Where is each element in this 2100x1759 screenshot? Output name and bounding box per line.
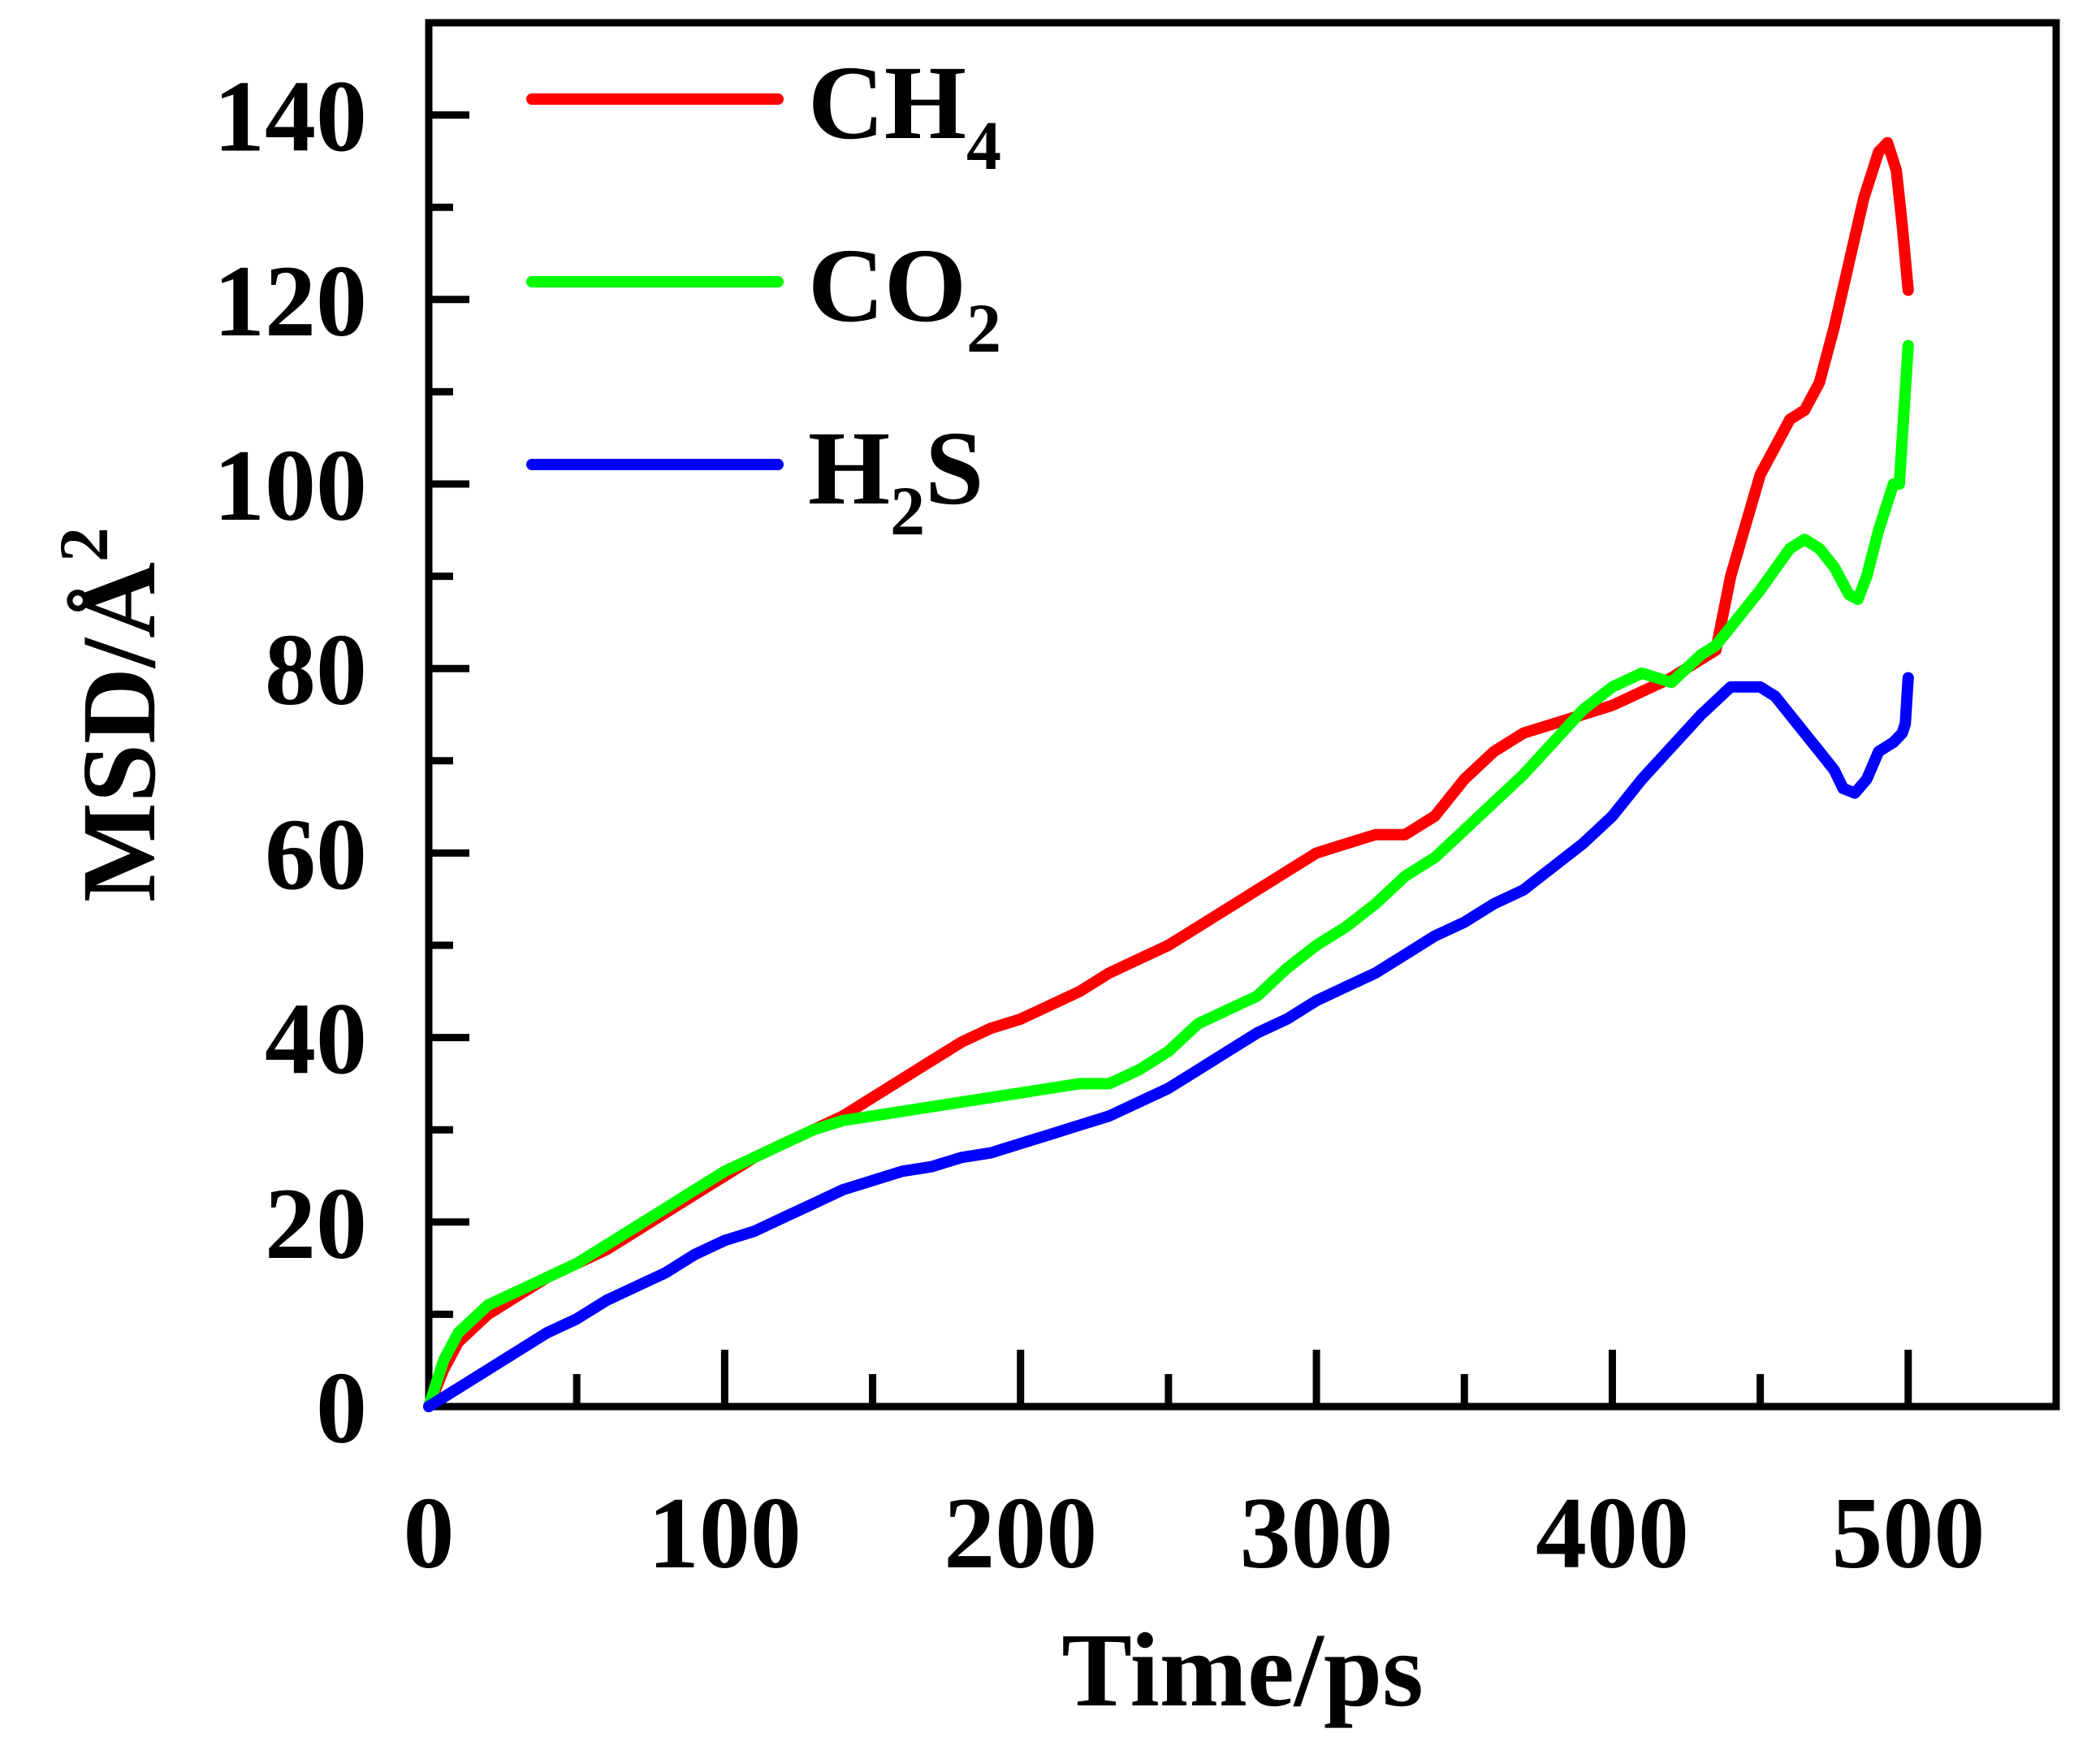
y-tick-label: 120	[214, 245, 367, 358]
y-tick-label: 20	[265, 1168, 367, 1281]
legend-label-base: CH	[808, 45, 966, 162]
y-axis-label-text: MSD/Å	[61, 562, 178, 902]
legend-label-subscript: 2	[966, 289, 1001, 367]
x-tick-label: 400	[1536, 1477, 1689, 1590]
series-line-co2	[423, 339, 1914, 1412]
y-tick-label: 80	[265, 614, 367, 727]
x-tick-label: 100	[648, 1477, 802, 1590]
x-axis-label: Time/ps	[1061, 1612, 1423, 1729]
minor-ticks	[429, 203, 1765, 1407]
legend-label-suffix: S	[925, 410, 983, 527]
x-tick-label: 500	[1831, 1477, 1985, 1590]
legend-label-base: H	[808, 410, 890, 527]
y-axis-label: MSD/Å2	[45, 527, 178, 902]
y-tick-label: 0	[316, 1352, 367, 1465]
x-tick-label: 200	[944, 1477, 1097, 1590]
x-tick-label: 300	[1240, 1477, 1394, 1590]
y-axis-label-group: MSD/Å2	[45, 527, 178, 902]
x-tick-label: 0	[404, 1477, 455, 1590]
plot-area-frame	[425, 19, 2060, 1411]
legend-label-co2: CO2	[808, 227, 1001, 367]
y-tick-label: 140	[214, 61, 367, 174]
x-tick-labels: 0 100 200 300 400 500	[404, 1477, 1985, 1590]
y-tick-label: 100	[214, 430, 367, 542]
y-axis-label-superscript: 2	[45, 527, 123, 562]
y-tick-label: 40	[265, 983, 367, 1096]
legend-label-subscript: 2	[890, 472, 925, 550]
series-layer	[423, 136, 1914, 1412]
legend-label-h2s: H2S	[808, 410, 983, 550]
legend-label-subscript: 4	[966, 106, 1001, 184]
y-tick-label: 60	[265, 798, 367, 911]
legend-label-base: CO	[808, 227, 966, 344]
legend-label-ch4: CH4	[808, 45, 1001, 184]
y-tick-labels: 0 20 40 60 80 100 120 140	[214, 61, 367, 1465]
series-line-h2s	[423, 672, 1914, 1412]
